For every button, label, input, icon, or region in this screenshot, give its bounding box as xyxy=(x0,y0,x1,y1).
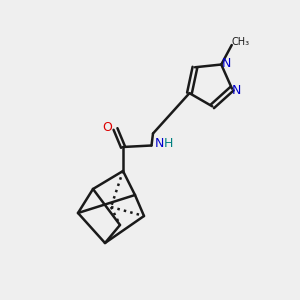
Text: N: N xyxy=(232,84,241,97)
Text: H: H xyxy=(163,136,173,150)
Text: CH₃: CH₃ xyxy=(231,37,249,47)
Text: N: N xyxy=(154,136,164,150)
Text: O: O xyxy=(102,121,112,134)
Text: N: N xyxy=(222,56,231,70)
